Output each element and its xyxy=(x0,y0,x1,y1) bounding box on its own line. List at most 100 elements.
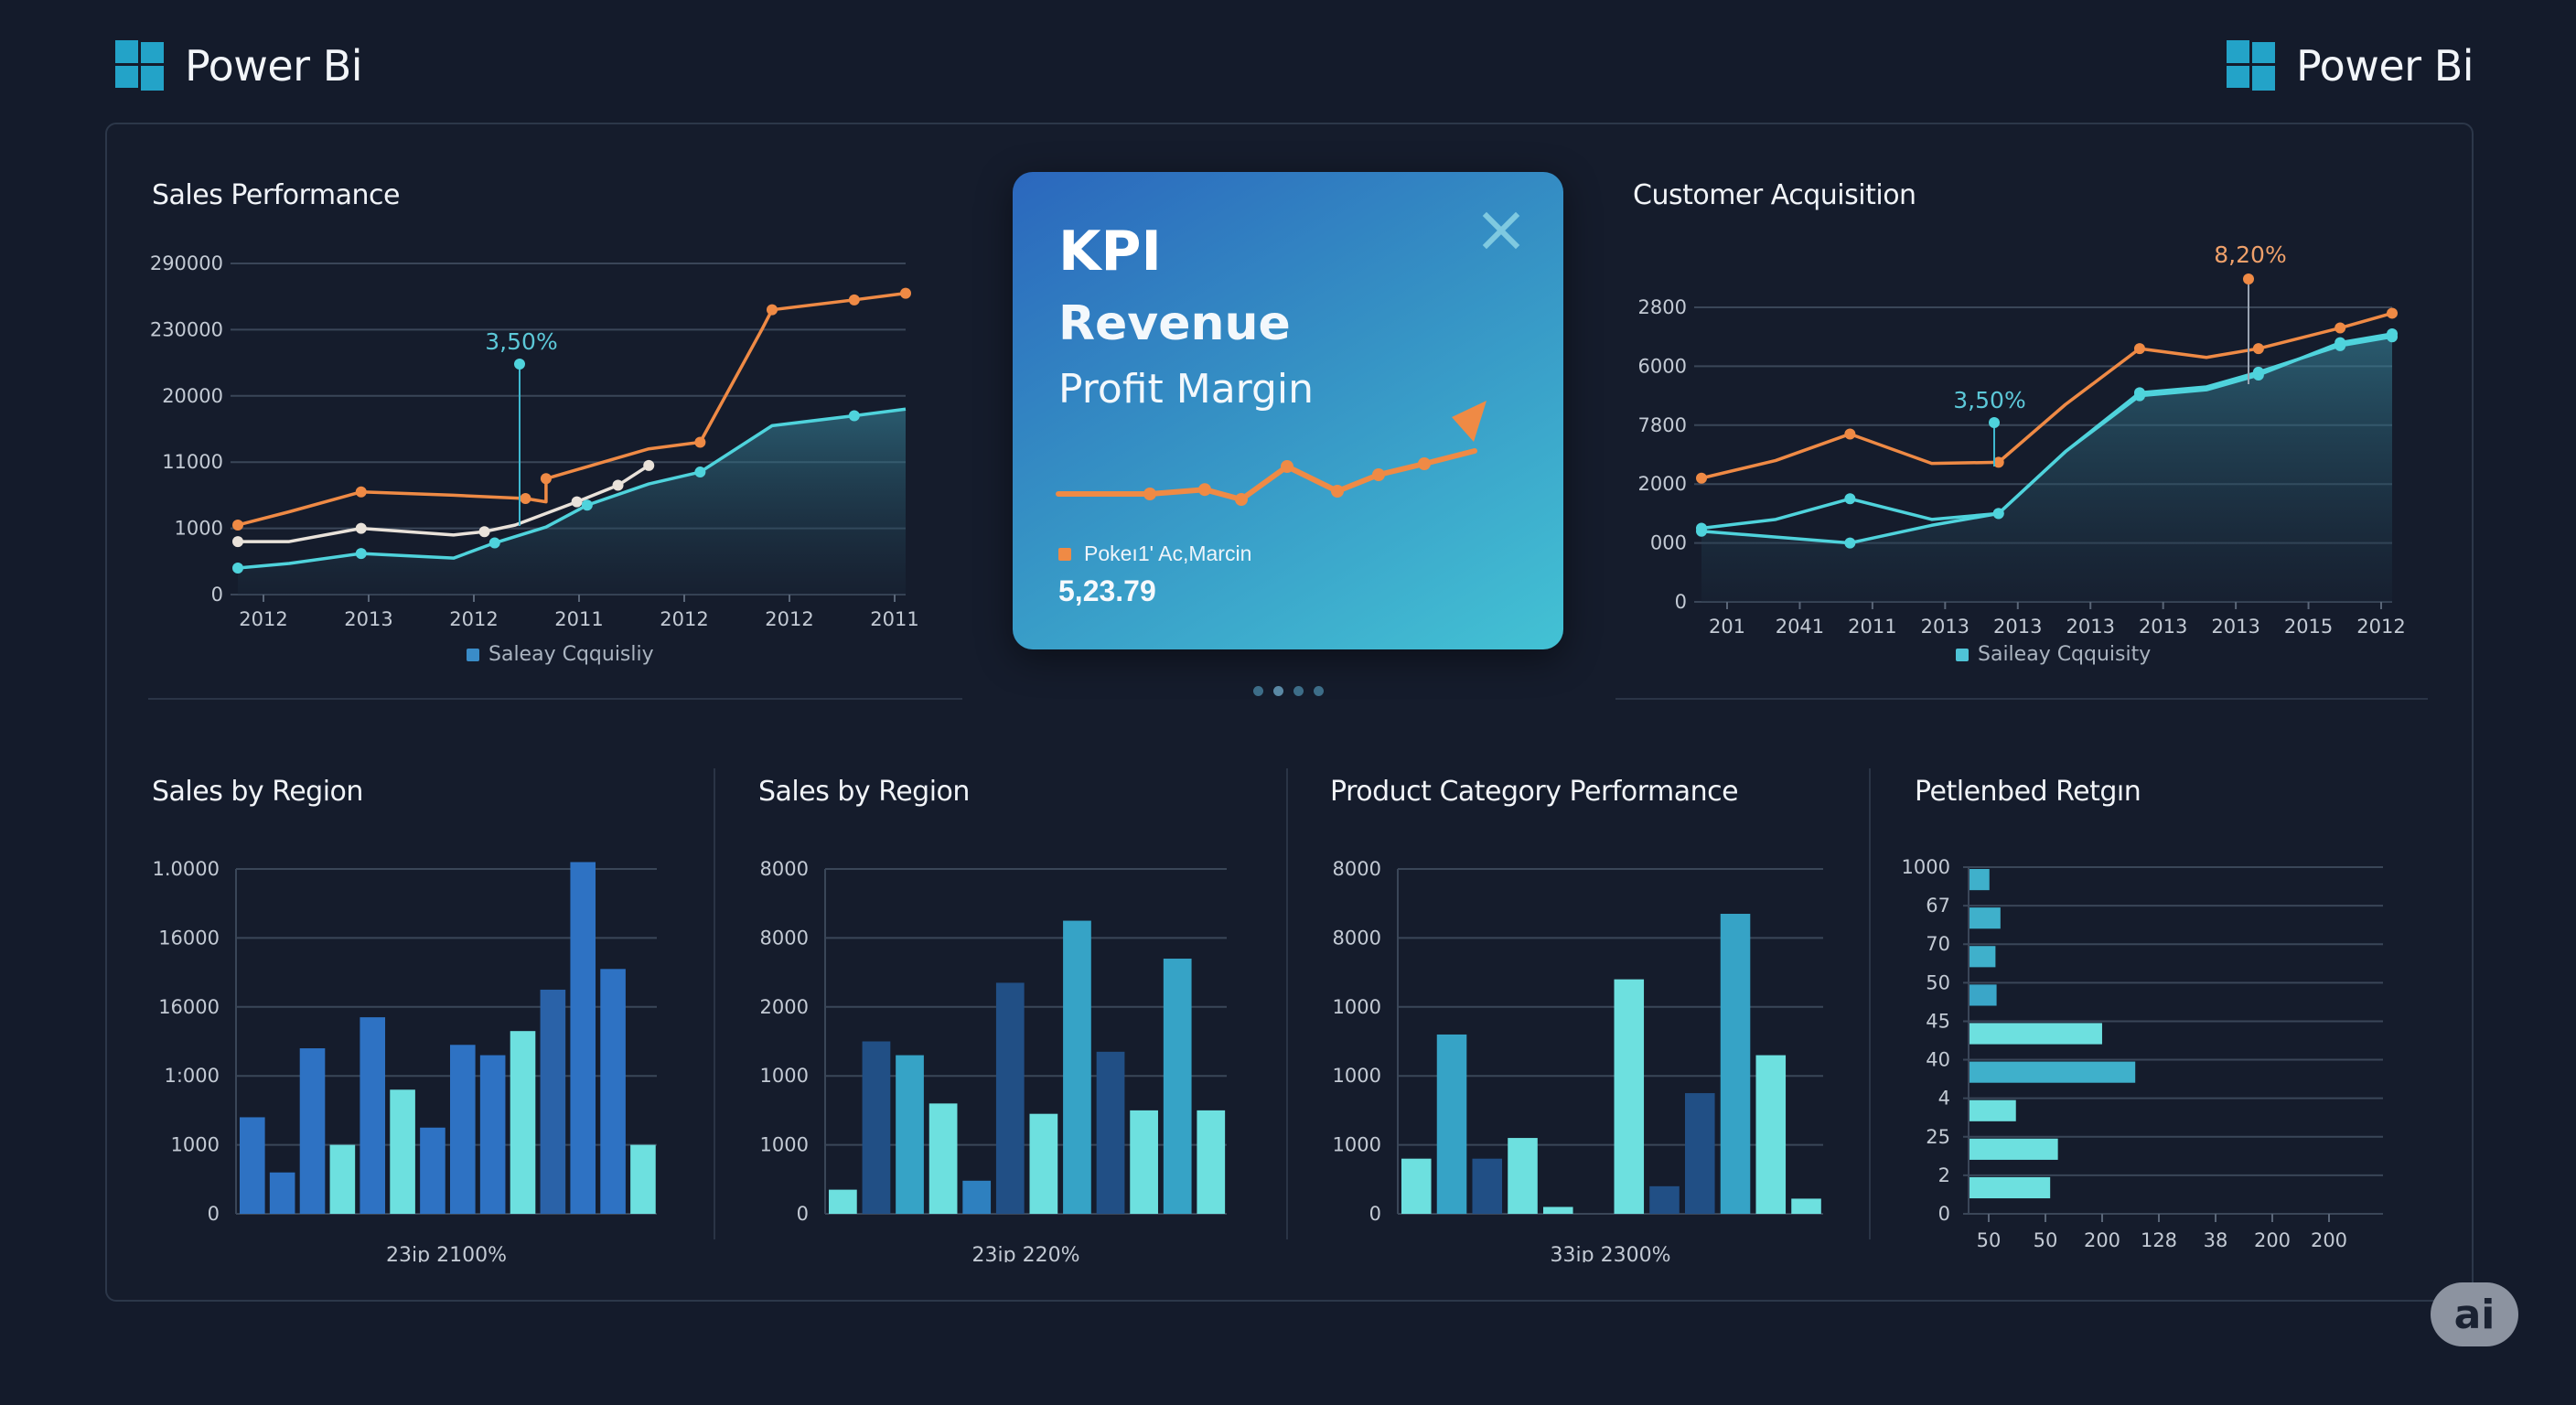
y-tick-label: 1000 xyxy=(171,1134,220,1156)
data-point xyxy=(355,548,367,560)
close-button[interactable] xyxy=(1476,205,1527,256)
trend-arrow-icon xyxy=(1452,401,1487,442)
data-point xyxy=(2387,331,2398,343)
bar xyxy=(928,1103,958,1214)
kpi-trend-path xyxy=(1056,448,1477,502)
panel-title-petlenbed-retgin: Petlenbed Retgın xyxy=(1915,776,2141,808)
bar xyxy=(299,1048,326,1214)
x-tick-label: 2013 xyxy=(2066,616,2114,638)
y-tick-label: 50 xyxy=(1926,971,1950,993)
kpi-trend-point xyxy=(1281,460,1293,473)
divider xyxy=(148,698,962,700)
panel-title-sales-by-region-1: Sales by Region xyxy=(152,776,363,808)
x-tick-label: 200 xyxy=(2254,1229,2291,1251)
y-tick-label: 1000 xyxy=(1333,1134,1381,1156)
panel-title-product-category: Product Category Performance xyxy=(1330,776,1739,808)
data-point xyxy=(643,459,655,471)
kpi-trend-point xyxy=(1331,485,1344,498)
x-tick-label: 2013 xyxy=(2139,616,2187,638)
data-point xyxy=(2133,343,2145,355)
legend-swatch xyxy=(467,649,479,661)
y-tick-label: 67 xyxy=(1926,895,1950,917)
x-tick-label: 2013 xyxy=(2211,616,2259,638)
bar xyxy=(1970,907,2001,929)
x-tick-label: 2012 xyxy=(239,608,287,630)
bar xyxy=(1436,1034,1467,1214)
y-tick-label: 0 xyxy=(208,1203,220,1225)
y-tick-label: 8000 xyxy=(1333,927,1381,949)
y-tick-label: 1000 xyxy=(760,1134,809,1156)
annotation-label: 3,50% xyxy=(1953,387,2025,413)
y-tick-label: 290000 xyxy=(150,252,223,274)
carousel-pager xyxy=(1253,686,1324,696)
x-tick-label: 2041 xyxy=(1776,616,1824,638)
panel-title-customer-acquisition: Customer Acquisition xyxy=(1633,179,1916,211)
kpi-trend-point xyxy=(1235,493,1248,506)
y-tick-label: 1000 xyxy=(175,518,223,540)
series-line-teal xyxy=(237,407,907,570)
bar xyxy=(329,1144,356,1214)
y-tick-label: 0 xyxy=(211,584,223,606)
legend-swatch xyxy=(1956,649,1969,661)
y-tick-label: 1000 xyxy=(1333,996,1381,1018)
data-point xyxy=(355,486,367,498)
y-tick-label: 70 xyxy=(1926,933,1950,955)
bar xyxy=(1197,1110,1226,1214)
data-point xyxy=(232,519,243,531)
bar xyxy=(1508,1138,1538,1214)
annotation-point xyxy=(1989,417,2000,428)
ai-assistant-button[interactable]: ai xyxy=(2431,1282,2518,1346)
y-tick-label: 6000 xyxy=(1638,355,1687,377)
data-point xyxy=(2252,343,2264,355)
brand-logo-left[interactable]: Power Bi xyxy=(115,40,363,91)
kpi-legend: Pokeı1' Ac,Marcin xyxy=(1058,542,1251,566)
data-point xyxy=(1696,472,1707,484)
bar xyxy=(1096,1051,1125,1214)
y-tick-label: 16000 xyxy=(158,927,220,949)
legend-swatch xyxy=(1058,547,1071,561)
bar xyxy=(269,1172,295,1214)
kpi-card[interactable]: KPI Revenue Profit Margin Pokeı1' Ac,Mar… xyxy=(1013,172,1563,649)
y-tick-label: 4 xyxy=(1938,1088,1950,1110)
kpi-trend-point xyxy=(1418,457,1431,470)
bar xyxy=(1614,979,1645,1214)
bar xyxy=(450,1045,476,1214)
y-tick-label: 230000 xyxy=(150,318,223,340)
bar xyxy=(570,862,596,1214)
panel-title-sales-by-region-2: Sales by Region xyxy=(758,776,970,808)
data-point xyxy=(2133,387,2145,399)
pager-dot[interactable] xyxy=(1293,686,1304,696)
x-tick-label: 2015 xyxy=(2284,616,2333,638)
data-point xyxy=(612,479,624,491)
data-point xyxy=(900,287,911,299)
y-tick-label: 1:000 xyxy=(164,1065,220,1087)
power-bi-logo-icon xyxy=(115,40,165,91)
pager-dot[interactable] xyxy=(1314,686,1324,696)
y-tick-label: 8000 xyxy=(760,927,809,949)
pager-dot[interactable] xyxy=(1273,686,1283,696)
data-point xyxy=(1992,456,2004,468)
bar xyxy=(1755,1055,1787,1214)
kpi-metric: Profit Margin xyxy=(1058,366,1315,413)
annotation-label: 8,20% xyxy=(2214,241,2286,268)
app-title: Power Bi xyxy=(185,41,363,91)
brand-logo-right[interactable]: Power Bi xyxy=(2227,40,2474,91)
data-point xyxy=(848,410,860,422)
petlenbed-retgin-chart: 1000 67 70 50 45 40 4 25 2 0 50 50 200 128 38 200 200 xyxy=(1902,856,2383,1251)
bar xyxy=(862,1041,891,1214)
bar xyxy=(896,1055,924,1214)
x-axis-label: 23ip 220% xyxy=(972,1244,1080,1262)
bar xyxy=(1543,1207,1573,1214)
bar xyxy=(1970,946,1996,968)
y-tick-label: 2 xyxy=(1938,1164,1950,1186)
bar xyxy=(995,982,1025,1214)
annotation-point xyxy=(514,359,525,370)
divider xyxy=(1615,698,2428,700)
y-tick-label: 1.0000 xyxy=(153,858,220,880)
product-category-chart: 0 1000 1000 1000 8000 8000 33ip 2300% xyxy=(1333,858,1823,1262)
bar xyxy=(1970,1176,2051,1199)
app-title-right: Power Bi xyxy=(2296,41,2474,91)
pager-dot[interactable] xyxy=(1253,686,1263,696)
kpi-trend-point xyxy=(1143,488,1156,500)
